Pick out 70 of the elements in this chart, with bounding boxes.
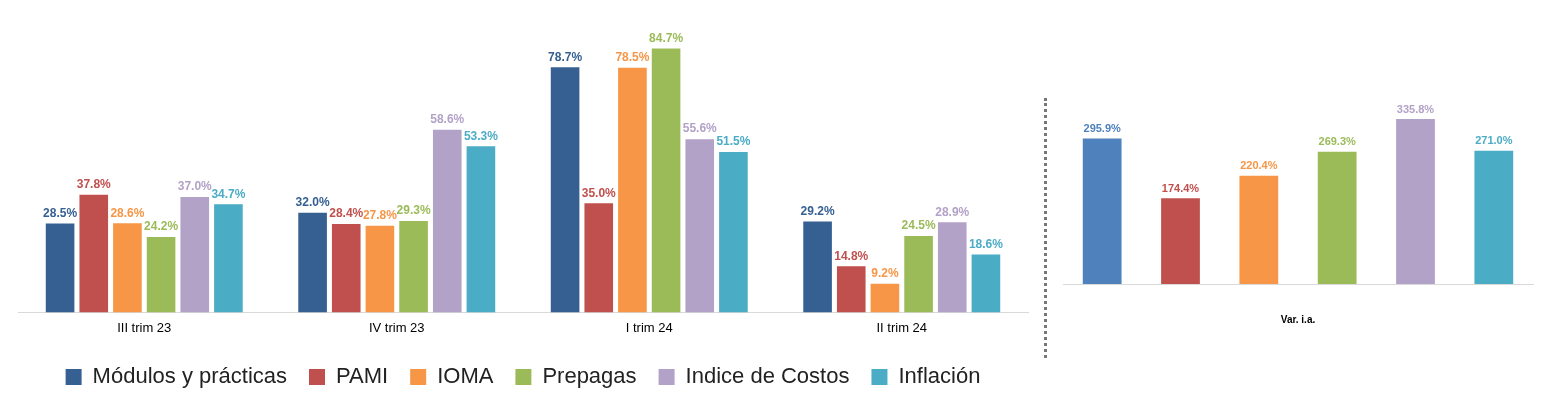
bar	[432, 129, 462, 313]
bar	[550, 67, 580, 313]
x-tick-label: IV trim 23	[368, 319, 425, 335]
data-label: 28.6%	[110, 205, 145, 220]
bar	[685, 139, 715, 313]
bar	[618, 67, 647, 313]
data-label: 32.0%	[295, 195, 330, 210]
data-label: 28.4%	[329, 206, 364, 221]
data-label: 78.5%	[615, 50, 650, 65]
bar	[113, 223, 142, 313]
bar	[331, 223, 361, 313]
data-label: 24.2%	[144, 219, 179, 234]
data-label: 220.4%	[1240, 159, 1278, 172]
x-tick-label: III trim 23	[117, 319, 172, 335]
bar	[298, 212, 327, 313]
data-label: 35.0%	[581, 185, 617, 200]
data-label: 174.4%	[1161, 181, 1200, 194]
bar	[180, 197, 210, 313]
legend-label: Módulos y prácticas	[92, 363, 288, 389]
bar	[870, 283, 900, 313]
data-label: 269.3%	[1318, 135, 1357, 148]
bar	[399, 221, 428, 313]
legend-label: Prepagas	[542, 363, 637, 389]
data-label: 27.8%	[362, 208, 398, 223]
bar	[971, 254, 1001, 313]
data-label: 51.5%	[716, 134, 751, 149]
bar	[1317, 151, 1357, 284]
data-label: 14.8%	[834, 248, 869, 263]
bar	[214, 204, 243, 313]
data-label: 28.9%	[935, 204, 970, 219]
x-tick-label: I trim 24	[625, 319, 673, 335]
bar	[79, 194, 109, 313]
bar	[146, 237, 176, 313]
data-label: 34.7%	[211, 186, 246, 201]
bar	[1474, 150, 1514, 284]
data-label: 335.8%	[1396, 102, 1435, 115]
data-label: 58.6%	[430, 112, 465, 127]
x-axis-title: Var. i.a.	[1280, 313, 1316, 325]
bar	[466, 146, 496, 313]
data-label: 28.5%	[43, 205, 78, 220]
bar	[719, 151, 748, 313]
legend-label: Indice de Costos	[685, 363, 850, 389]
bar	[904, 236, 933, 313]
data-label: 295.9%	[1083, 122, 1122, 135]
bar	[651, 48, 681, 313]
data-label: 18.6%	[968, 236, 1004, 251]
bar	[1082, 138, 1122, 284]
bar	[1161, 198, 1200, 284]
bar	[836, 266, 866, 313]
data-label: 55.6%	[682, 121, 718, 136]
bar	[803, 221, 832, 313]
data-label: 37.8%	[76, 176, 112, 191]
data-label: 24.5%	[901, 218, 936, 233]
legend-label: Inflación	[898, 363, 981, 389]
x-tick-label: II trim 24	[876, 319, 928, 335]
bar	[45, 223, 75, 313]
data-label: 29.2%	[800, 203, 835, 218]
bar	[365, 225, 395, 313]
bar	[584, 203, 614, 313]
data-label: 271.0%	[1475, 134, 1513, 147]
bar	[1396, 118, 1435, 284]
data-label: 78.7%	[548, 49, 583, 64]
data-label: 53.3%	[463, 128, 499, 143]
bar	[1239, 175, 1279, 284]
data-label: 29.3%	[396, 203, 431, 218]
legend-label: IOMA	[437, 363, 494, 389]
bar	[937, 222, 967, 313]
legend-label: PAMI	[336, 363, 389, 389]
data-label: 84.7%	[649, 30, 684, 45]
data-label: 9.2%	[871, 266, 899, 281]
